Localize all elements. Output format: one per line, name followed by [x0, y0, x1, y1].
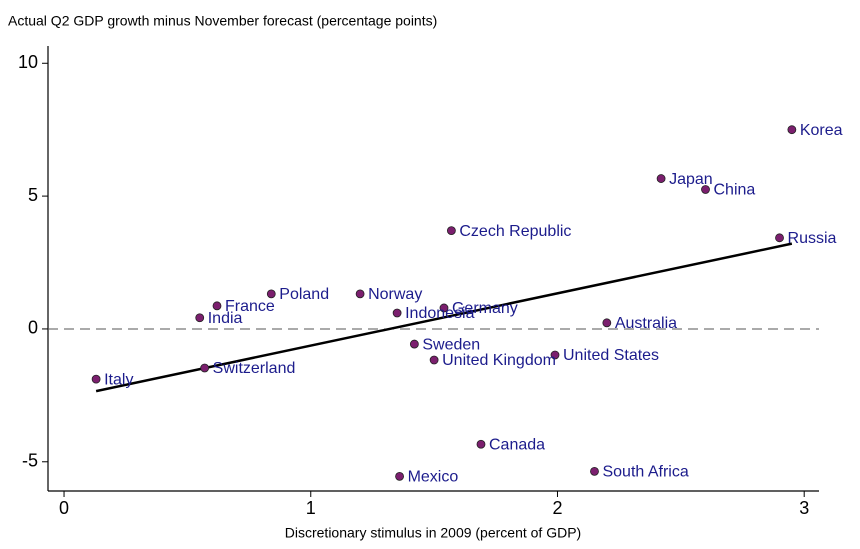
point-label: Australia: [615, 315, 677, 332]
point: [195, 313, 205, 323]
point: [476, 439, 486, 449]
point-label: South Africa: [602, 464, 688, 481]
point-label: Sweden: [422, 336, 480, 353]
point: [200, 363, 210, 373]
point: [355, 289, 365, 299]
y-tick-label: -5: [22, 451, 38, 471]
point: [446, 226, 456, 236]
point-label: United States: [563, 347, 659, 364]
point: [602, 318, 612, 328]
x-axis-label: Discretionary stimulus in 2009 (percent …: [285, 525, 581, 541]
point: [775, 233, 784, 243]
point-label: Poland: [279, 286, 329, 303]
point: [212, 301, 222, 311]
y-tick-label: 10: [18, 52, 38, 72]
point-label: United Kingdom: [442, 352, 556, 369]
point-label: Russia: [788, 230, 837, 247]
point-label: Korea: [800, 122, 843, 139]
point-label: Italy: [104, 371, 133, 388]
point-label: Canada: [489, 436, 545, 453]
chart-title: Actual Q2 GDP growth minus November fore…: [8, 13, 437, 29]
point-label: Switzerland: [213, 360, 296, 377]
point-label: China: [714, 182, 756, 199]
point-label: Germany: [452, 300, 518, 317]
point: [91, 374, 101, 384]
point: [439, 303, 449, 313]
trend-line: [95, 242, 793, 393]
x-tick-label: 1: [306, 498, 316, 518]
point: [266, 289, 276, 299]
point: [392, 308, 402, 318]
point: [550, 350, 560, 360]
point-label: Japan: [669, 171, 713, 188]
x-tick-label: 3: [799, 498, 809, 518]
point: [787, 125, 797, 135]
point-label: Indonesia: [405, 305, 474, 322]
x-tick-label: 2: [552, 498, 562, 518]
y-tick-label: 5: [28, 185, 38, 205]
point: [701, 185, 710, 194]
point: [590, 466, 599, 476]
point: [429, 355, 439, 365]
y-tick-label: 0: [28, 318, 38, 338]
point-label: France: [225, 298, 275, 315]
point-label: Czech Republic: [459, 223, 571, 240]
point-label: Mexico: [408, 469, 459, 486]
point: [409, 339, 419, 349]
point: [395, 471, 404, 481]
point-label: India: [208, 310, 243, 327]
x-tick-label: 0: [59, 498, 69, 518]
point: [656, 174, 666, 183]
point-label: Norway: [368, 286, 422, 303]
